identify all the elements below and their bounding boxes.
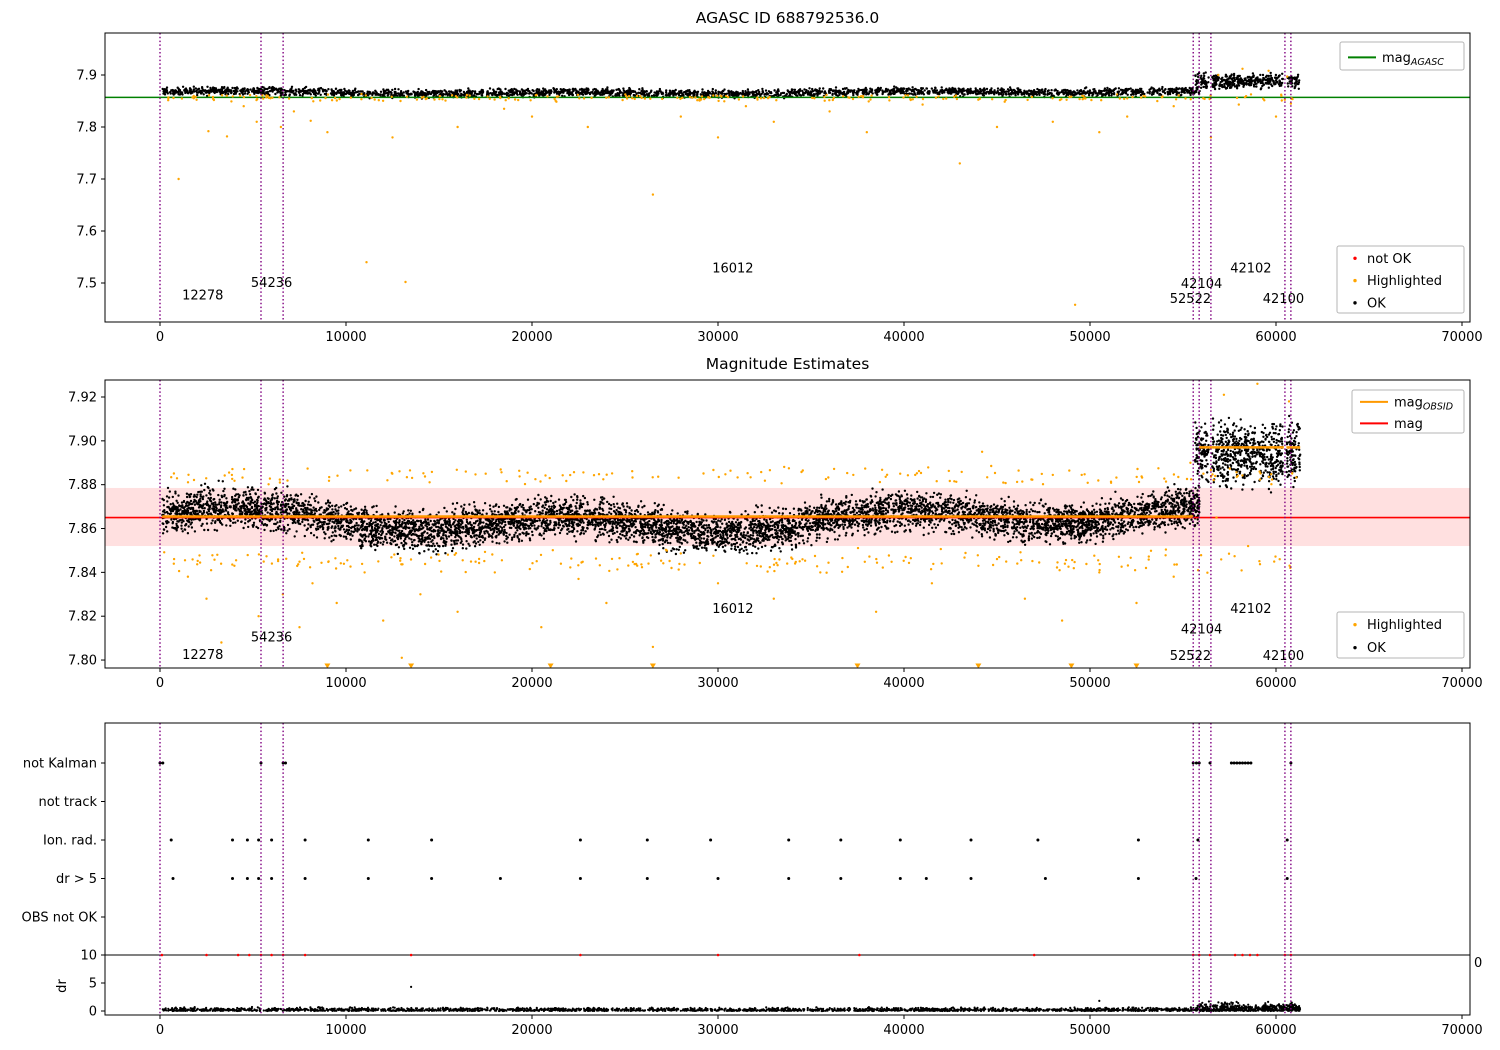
obsid-annotation: 42102 <box>1230 602 1271 617</box>
highlighted-points <box>167 67 1294 306</box>
y-tick-label: 7.8 <box>76 121 97 136</box>
y-tick-label: 7.9 <box>76 69 97 84</box>
x-tick-label: 40000 <box>883 330 924 345</box>
legend-upper-2-label: mag <box>1394 417 1423 432</box>
x-tick-label: 70000 <box>1441 330 1482 345</box>
obsid-annotation: 54236 <box>251 276 292 291</box>
x-tick-label: 10000 <box>325 1023 366 1038</box>
axes-frame <box>104 722 1471 1016</box>
x-tick-label: 0 <box>156 676 164 691</box>
obsid-annotation: 42102 <box>1230 262 1271 277</box>
obsid-annotation: 16012 <box>712 602 753 617</box>
x-tick-label: 50000 <box>1069 1023 1110 1038</box>
y-tick-label: 7.90 <box>68 434 97 449</box>
legend-lower-2-label: OK <box>1367 641 1386 656</box>
legend-lower-1: not OK Highlighted OK <box>1336 245 1465 314</box>
y-tick-label: 7.7 <box>76 173 97 188</box>
obsid-annotation: 52522 <box>1170 292 1211 307</box>
x-tick-label: 0 <box>156 1023 164 1038</box>
legend-lower-1-label: Highlighted <box>1367 274 1442 289</box>
flag-category-label: not Kalman <box>23 757 97 772</box>
panel-3: not Kalman not track Ion. rad. dr > 5 OBS no… <box>22 722 1483 1038</box>
x-tick-label: 20000 <box>511 676 552 691</box>
dr-points <box>161 985 1302 1013</box>
panel-3-plot-area <box>105 723 1470 1015</box>
dr-axis-label: dr <box>55 979 70 993</box>
y-tick-label: 7.80 <box>68 654 97 669</box>
dr-right-label: 0 <box>1474 956 1482 971</box>
flag-category-label: dr > 5 <box>56 872 97 887</box>
panel-2: 12278 54236 16012 42104 52522 42102 42100 0 1000… <box>68 379 1483 691</box>
panel-1-plot-area <box>105 33 1470 322</box>
legend-lower-2-box <box>1336 611 1465 659</box>
obsid-annotation: 52522 <box>1170 649 1211 664</box>
obsid-annotation: 42100 <box>1263 649 1304 664</box>
x-tick-label: 0 <box>156 330 164 345</box>
y-tick-label: 7.88 <box>68 478 97 493</box>
x-tick-label: 30000 <box>697 676 738 691</box>
x-tick-label: 20000 <box>511 1023 552 1038</box>
x-tick-label: 60000 <box>1255 1023 1296 1038</box>
axes-frame <box>104 32 1471 323</box>
chart2-title: Magnitude Estimates <box>705 355 870 373</box>
dr-tick-label: 0 <box>89 1005 97 1020</box>
x-tick-label: 50000 <box>1069 330 1110 345</box>
highlighted-points <box>163 382 1298 659</box>
obsid-annotation: 12278 <box>182 648 223 663</box>
ok-points <box>161 71 1301 100</box>
legend-lower-1-box <box>1336 245 1465 314</box>
dr-tick-label: 10 <box>80 949 97 964</box>
x-tick-label: 70000 <box>1441 676 1482 691</box>
legend-upper-1-box <box>1339 41 1465 71</box>
x-tick-label: 40000 <box>883 1023 924 1038</box>
dr-tick-label: 5 <box>89 977 97 992</box>
y-tick-label: 7.5 <box>76 277 97 292</box>
flag-points <box>158 761 1293 880</box>
x-tick-label: 60000 <box>1255 676 1296 691</box>
y-tick-label: 7.6 <box>76 225 97 240</box>
obsid-annotation: 42100 <box>1263 292 1304 307</box>
obsid-annotation: 42104 <box>1181 277 1222 292</box>
y-tick-label: 7.82 <box>68 610 97 625</box>
x-tick-label: 70000 <box>1441 1023 1482 1038</box>
y-tick-label: 7.92 <box>68 391 97 406</box>
chart1-title: AGASC ID 688792536.0 <box>695 9 880 27</box>
legend-upper-1: magAGASC <box>1339 41 1465 71</box>
legend-lower-2: Highlighted OK <box>1336 611 1465 659</box>
flag-category-label: Ion. rad. <box>43 834 97 849</box>
legend-lower-1-label: OK <box>1367 296 1386 311</box>
y-tick-label: 7.86 <box>68 522 97 537</box>
y-tick-label: 7.84 <box>68 566 97 581</box>
x-tick-label: 40000 <box>883 676 924 691</box>
legend-upper-2-box <box>1351 389 1465 434</box>
obsid-annotation: 54236 <box>251 630 292 645</box>
obsid-annotation: 16012 <box>712 262 753 277</box>
legend-lower-1-label: not OK <box>1367 252 1412 267</box>
x-tick-label: 10000 <box>325 676 366 691</box>
panel-2-plot-area <box>105 380 1470 668</box>
legend-lower-2-label: Highlighted <box>1367 618 1442 633</box>
obsid-annotation: 42104 <box>1181 623 1222 638</box>
x-tick-label: 20000 <box>511 330 552 345</box>
obsid-annotation: 12278 <box>182 289 223 304</box>
axes-frame <box>104 379 1471 669</box>
x-tick-label: 30000 <box>697 1023 738 1038</box>
x-tick-label: 10000 <box>325 330 366 345</box>
flag-category-label: not track <box>38 795 97 810</box>
x-tick-label: 30000 <box>697 330 738 345</box>
x-tick-label: 50000 <box>1069 676 1110 691</box>
x-tick-label: 60000 <box>1255 330 1296 345</box>
flag-category-label: OBS not OK <box>22 911 98 926</box>
